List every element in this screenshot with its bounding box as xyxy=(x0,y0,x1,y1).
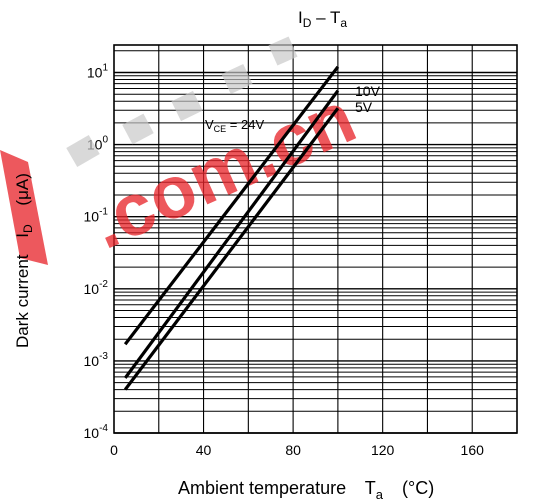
x-tick-labels: 0 40 80 120 160 xyxy=(110,442,484,458)
series-lines xyxy=(123,65,340,391)
series-line-0 xyxy=(123,65,340,346)
watermark-logo-shape xyxy=(0,150,48,265)
x-tick-label: 0 xyxy=(110,442,118,458)
y-tick-label: 101 xyxy=(87,63,109,81)
y-tick-label: 10-1 xyxy=(84,207,109,225)
y-tick-label: 10-3 xyxy=(84,351,109,369)
x-tick-label: 40 xyxy=(196,442,212,458)
y-tick-label: 10-2 xyxy=(84,279,109,297)
series-line-1 xyxy=(123,107,340,391)
watermark: .com.cn xyxy=(0,36,367,265)
series-label-10v: 10V xyxy=(355,83,381,99)
x-tick-label: 120 xyxy=(371,442,395,458)
series-label-5v: 5V xyxy=(355,99,373,115)
x-tick-label: 80 xyxy=(285,442,301,458)
chart-title: ID – Ta xyxy=(298,8,347,30)
watermark-domain: .com.cn xyxy=(78,75,367,265)
series-label-24v: VCE = 24V xyxy=(205,117,264,134)
x-axis-label: Ambient temperature Ta (°C) xyxy=(178,478,434,502)
series-line-2 xyxy=(123,89,340,379)
y-tick-label: 10-4 xyxy=(84,423,109,441)
watermark-glyphs xyxy=(66,36,298,168)
y-axis-label: Dark current ID (μA) xyxy=(13,173,36,348)
x-tick-label: 160 xyxy=(461,442,485,458)
